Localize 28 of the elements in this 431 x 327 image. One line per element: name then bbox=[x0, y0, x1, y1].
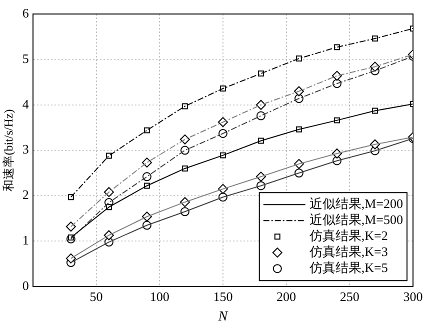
y-tick-label: 6 bbox=[22, 5, 30, 20]
x-tick-label: 200 bbox=[276, 288, 296, 304]
legend-label: 仿真结果,K=2 bbox=[308, 228, 388, 244]
point bbox=[332, 70, 342, 81]
x-tick-label: 150 bbox=[213, 288, 233, 304]
legend-label: 近似结果,M=200 bbox=[309, 196, 403, 212]
y-tick-label: 0 bbox=[22, 278, 29, 294]
point bbox=[256, 111, 266, 120]
point bbox=[180, 146, 190, 155]
x-tick-label: 300 bbox=[403, 288, 423, 304]
legend-label: 近似结果,M=500 bbox=[309, 212, 403, 228]
x-axis-title: N bbox=[217, 309, 228, 324]
y-tick-label: 3 bbox=[22, 142, 29, 157]
y-tick-label: 5 bbox=[22, 50, 29, 66]
y-axis-title: 和速率(bit/s/Hz) bbox=[1, 109, 16, 192]
point bbox=[142, 172, 152, 182]
legend-label: 仿真结果,K=3 bbox=[308, 244, 388, 260]
x-tick-label: 50 bbox=[90, 288, 103, 304]
x-tick-label: 250 bbox=[340, 288, 360, 304]
y-tick-label: 4 bbox=[22, 96, 30, 112]
point bbox=[66, 222, 76, 232]
point bbox=[256, 100, 266, 110]
y-tick-label: 2 bbox=[22, 187, 29, 202]
point bbox=[142, 158, 152, 168]
y-tick-label: 1 bbox=[22, 232, 29, 248]
legend-label: 仿真结果,K=5 bbox=[308, 260, 388, 276]
x-tick-label: 100 bbox=[150, 288, 170, 304]
point bbox=[66, 253, 76, 264]
